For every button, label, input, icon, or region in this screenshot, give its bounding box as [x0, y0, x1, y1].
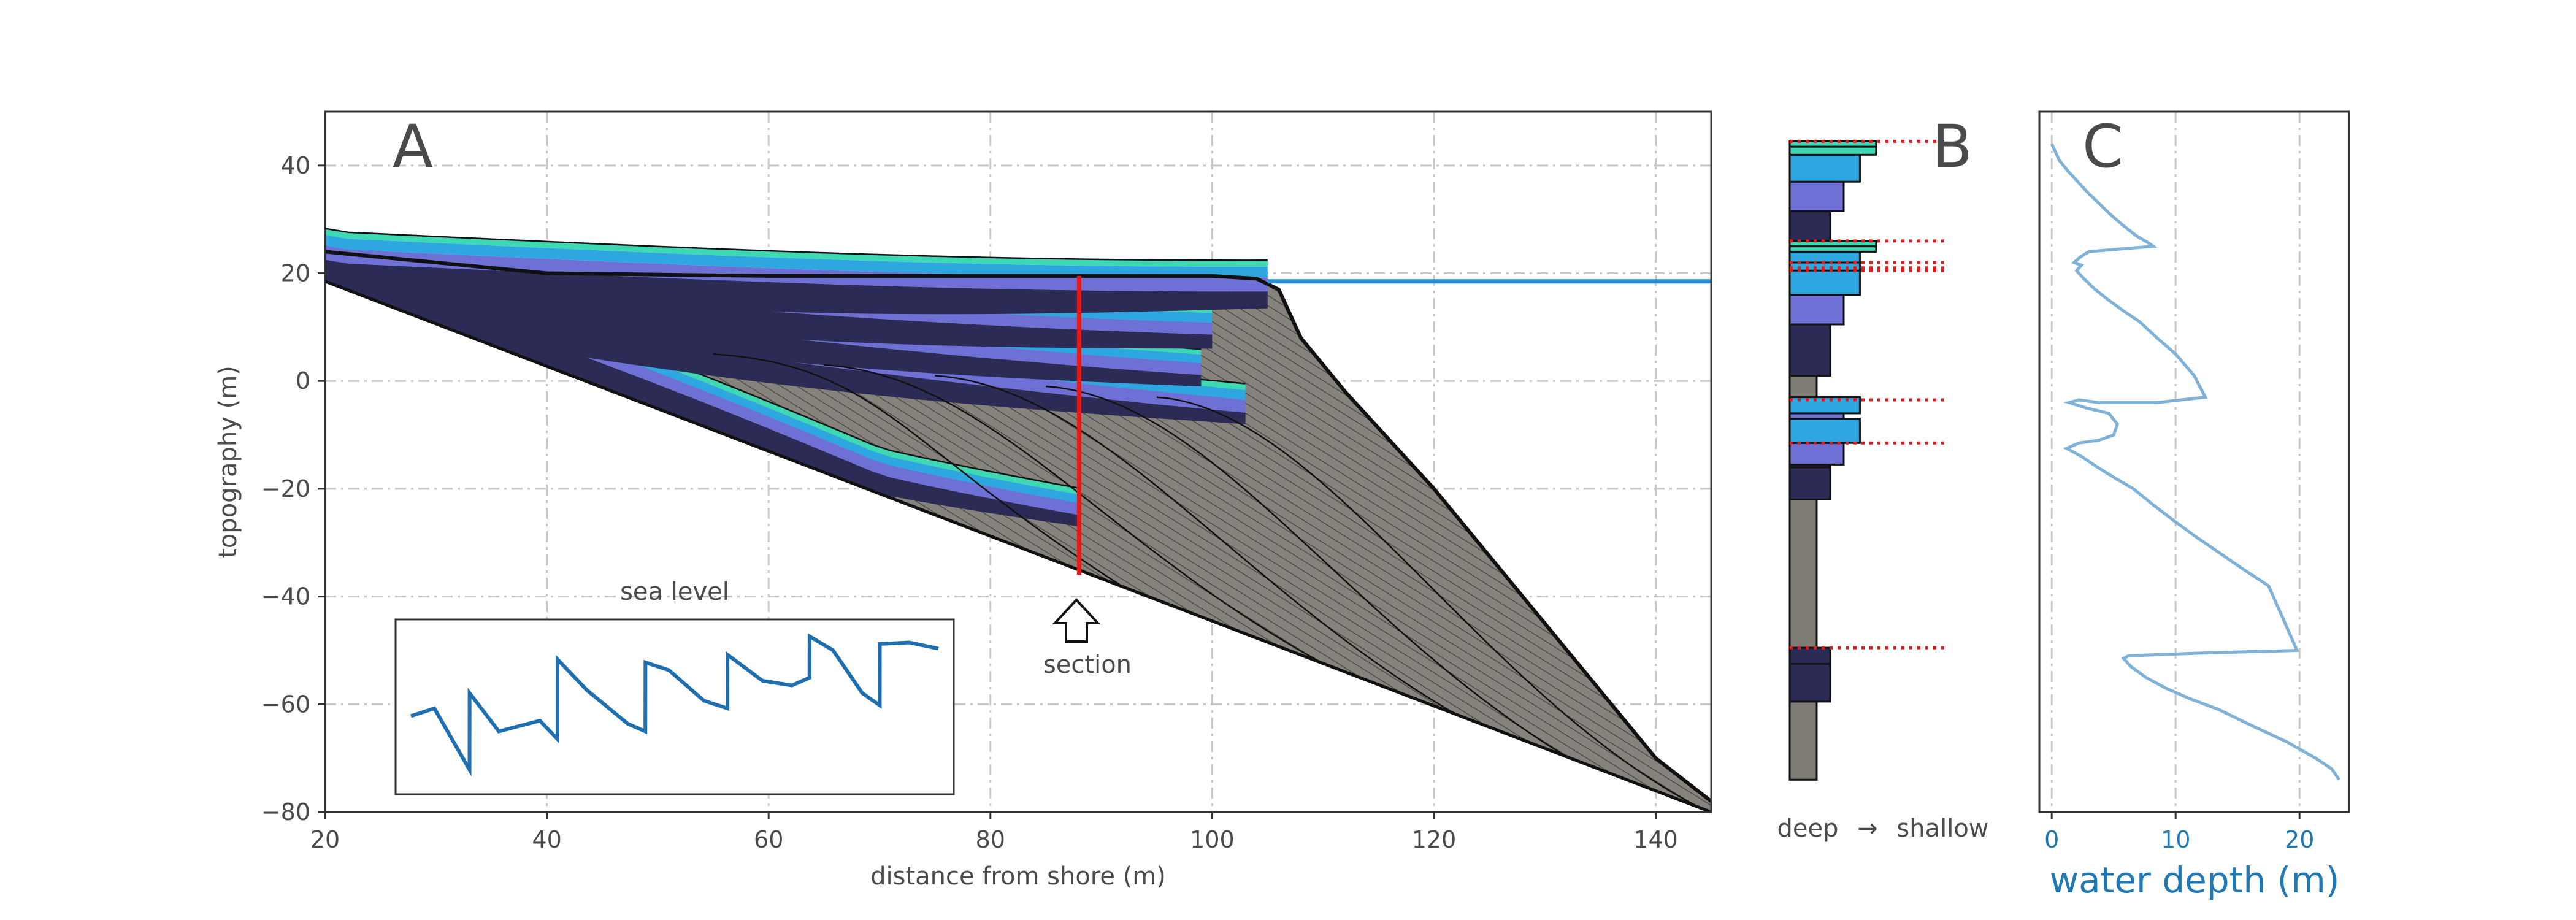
sequence-boundary-line	[325, 228, 1268, 261]
section-label: section	[1043, 651, 1132, 679]
clinoform-line	[1046, 385, 1568, 758]
panel-a-xlabel: distance from shore (m)	[870, 862, 1166, 891]
panel-c-grid	[2050, 112, 2301, 812]
arrow-icon: →	[1857, 815, 1878, 843]
facies-bar-gray	[1788, 498, 1818, 649]
panel-c-ticks: 0 10 20	[2044, 812, 2314, 853]
facies-bar-shallowest	[1788, 240, 1877, 248]
facies-band	[325, 262, 1213, 349]
panel-c-label: C	[2082, 112, 2123, 181]
x-tick-label: 120	[1412, 826, 1457, 853]
panel-b: B deep → shallow	[1777, 112, 1988, 843]
x-tick-label: 10	[2161, 826, 2190, 853]
panel-c: 0 10 20 C water depth (m)	[2038, 110, 2350, 901]
panel-a: 20 40 60 80 100 120 140 −80 −60 −40 −20 0 20 40 A dis…	[214, 110, 1712, 891]
panel-a-frame	[324, 110, 1712, 813]
facies-bar-gray	[1788, 700, 1818, 781]
inset-title: sea level	[620, 578, 729, 606]
x-tick-label: 60	[754, 826, 783, 853]
shallow-label: shallow	[1896, 815, 1988, 843]
facies-bar-mid	[1788, 180, 1845, 213]
panel-c-frame	[2038, 110, 2350, 813]
facies-band	[325, 253, 1202, 375]
facies-band	[325, 228, 1268, 267]
x-tick-label: 0	[2044, 826, 2059, 853]
panel-a-strata	[325, 228, 1711, 812]
panel-b-xlabel: deep → shallow	[1777, 815, 1988, 843]
clinoform-line	[1156, 396, 1701, 809]
deep-label: deep	[1777, 815, 1838, 843]
facies-bar-shallowest	[1788, 145, 1877, 156]
panel-a-label: A	[393, 112, 433, 181]
facies-bar-gray	[1788, 374, 1818, 399]
final-surface-line	[325, 250, 1711, 803]
clinoform-line	[713, 353, 1124, 588]
panel-a-ylabel: topography (m)	[214, 366, 242, 558]
facies-bar-deep	[1788, 210, 1831, 242]
facies-bar-deep	[1788, 323, 1831, 377]
facies-bar-deep	[1788, 646, 1831, 665]
facies-bar-mid	[1788, 294, 1845, 326]
x-tick-label: 80	[976, 826, 1005, 853]
facies-band	[325, 244, 1202, 364]
facies-bar-shallow	[1788, 269, 1861, 296]
sea-level-inset: sea level	[394, 578, 955, 795]
clinoform-line	[824, 364, 1324, 664]
facies-bar-deep	[1788, 466, 1831, 500]
facies-bar-shallow	[1788, 250, 1861, 264]
facies-bar-shallow	[1788, 418, 1861, 444]
section-arrow-icon	[1052, 598, 1101, 643]
facies-band	[325, 235, 1268, 278]
facies-band	[325, 259, 1268, 315]
facies-bar-mid	[1788, 442, 1845, 466]
x-tick-label: 20	[2285, 826, 2314, 853]
facies-column	[1788, 140, 1877, 781]
y-tick-label: −40	[261, 583, 310, 610]
facies-band	[325, 245, 1268, 292]
facies-bar-shallow	[1788, 153, 1861, 183]
panel-a-ticks: 20 40 60 80 100 120 140 −80 −60 −40 −20 0 20 40	[261, 152, 1678, 853]
y-tick-label: −60	[261, 691, 310, 718]
panel-b-label: B	[1932, 112, 1972, 181]
sequence-boundaries	[1790, 139, 1946, 650]
y-tick-label: 0	[296, 367, 310, 394]
facies-bar-deep	[1788, 662, 1831, 703]
x-tick-label: 140	[1633, 826, 1678, 853]
facies-band	[325, 265, 1202, 387]
water-depth-line	[2050, 143, 2340, 781]
facies-band	[325, 240, 1213, 323]
clinoform-line	[935, 375, 1457, 715]
facies-band	[325, 252, 1246, 413]
y-tick-label: −80	[261, 799, 310, 826]
x-tick-label: 40	[532, 826, 561, 853]
panel-c-xlabel: water depth (m)	[2050, 859, 2340, 901]
basement-line	[325, 280, 1711, 812]
y-tick-label: 20	[281, 260, 310, 287]
x-tick-label: 100	[1190, 826, 1235, 853]
y-tick-label: −20	[261, 475, 310, 502]
facies-bar-shallowest	[1788, 140, 1877, 148]
sea-level-line	[410, 633, 939, 777]
facies-band	[325, 265, 1246, 424]
y-tick-label: 40	[281, 152, 310, 179]
inset-frame	[394, 618, 955, 795]
x-tick-label: 20	[310, 826, 340, 853]
